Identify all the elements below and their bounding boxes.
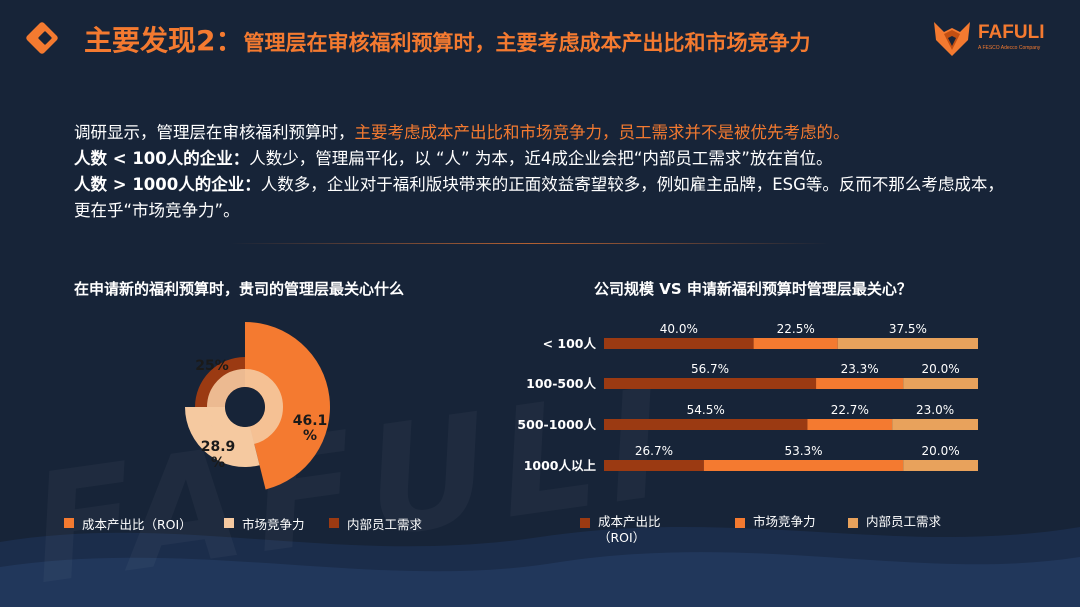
page-title: 主要发现2：管理层在审核福利预算时，主要考虑成本产出比和市场竞争力 (84, 24, 924, 62)
bar-data-label: 56.7% (691, 362, 729, 376)
intro-line-1-highlight: 主要考虑成本产出比和市场竞争力，员工需求并不是被优先考虑的。 (354, 123, 850, 142)
bar-data-label: 54.5% (687, 403, 725, 417)
logo-tagline: A FESCO Adecco Company (978, 45, 1041, 51)
bar-legend-item: 市场竞争力 (735, 514, 816, 530)
legend-label: 内部员工需求 (347, 517, 423, 532)
legend-swatch (735, 518, 745, 528)
bar-data-label: 22.7% (831, 403, 869, 417)
pie-legend-item: 市场竞争力 (224, 514, 305, 533)
title-prefix: 主要发现2： (84, 24, 244, 57)
intro-line-2: 人数 < 100人的企业：人数少，管理扁平化，以 “人” 为本，近4成企业会把“… (74, 146, 1009, 172)
bar-data-label: 40.0% (660, 322, 698, 336)
bar-category-label: < 100人 (543, 336, 597, 351)
bar-segment (753, 338, 838, 349)
bar-segment (903, 378, 978, 389)
bar-segment (604, 378, 817, 389)
stacked-bar-chart: < 100人 40.0% 22.5% 37.5% 100-500人 56.7% 23.3% 2… (517, 322, 978, 473)
fox-logo-icon (934, 22, 970, 56)
bar-chart-title: 公司规模 VS 申请新福利预算时管理层最关心？ (594, 280, 912, 298)
intro-line-1: 调研显示，管理层在审核福利预算时，主要考虑成本产出比和市场竞争力，员工需求并不是… (74, 120, 1009, 146)
intro-line-1-plain: 调研显示，管理层在审核福利预算时， (74, 123, 355, 142)
pie-chart: 46.1%28.9%25% (185, 322, 330, 490)
bar-data-label: 20.0% (922, 362, 960, 376)
legend-label: 成本产出比（ROI） (82, 517, 192, 532)
title-diamond-icon (26, 22, 58, 54)
bar-data-label: 23.3% (841, 362, 879, 376)
bar-segment (604, 338, 754, 349)
pie-center-hole (225, 387, 265, 427)
legend-label: 市场竞争力 (753, 514, 816, 529)
pie-data-label: 28.9 (201, 439, 236, 455)
bar-segment (703, 460, 904, 471)
section-divider (230, 243, 830, 244)
legend-swatch (848, 518, 858, 528)
legend-swatch (224, 518, 234, 528)
bar-segment (837, 338, 978, 349)
bar-legend-item: 成本产出比（ROI） (580, 514, 690, 546)
bar-data-label: 23.0% (916, 403, 954, 417)
bar-legend-item: 内部员工需求 (848, 514, 941, 530)
legend-label: 成本产出比（ROI） (598, 514, 661, 545)
fafuli-logo: FAFULI A FESCO Adecco Company (930, 20, 1060, 60)
title-main: 管理层在审核福利预算时，主要考虑成本产出比和市场竞争力 (243, 31, 811, 55)
bar-category-label: 1000人以上 (524, 458, 597, 473)
intro-line-3: 人数 > 1000人的企业：人数多，企业对于福利版块带来的正面效益寄望较多，例如… (74, 172, 1009, 224)
bar-data-label: 37.5% (889, 322, 927, 336)
pie-data-label-unit: % (211, 455, 225, 471)
bar-segment (604, 460, 704, 471)
intro-line-3-text: 人数多，企业对于福利版块带来的正面效益寄望较多，例如雇主品牌，ESG等。反而不那… (74, 175, 1004, 220)
bar-segment (816, 378, 904, 389)
bar-legend: 成本产出比（ROI） 市场竞争力 内部员工需求 (580, 514, 1000, 554)
legend-swatch (64, 518, 74, 528)
legend-label: 内部员工需求 (866, 514, 942, 529)
bar-data-label: 22.5% (777, 322, 815, 336)
pie-data-label: 46.1 (293, 413, 328, 429)
pie-chart-title: 在申请新的福利预算时，贵司的管理层最关心什么 (74, 280, 405, 298)
pie-legend: 成本产出比（ROI） 市场竞争力 内部员工需求 (64, 514, 484, 536)
intro-paragraph: 调研显示，管理层在审核福利预算时，主要考虑成本产出比和市场竞争力，员工需求并不是… (74, 120, 1009, 224)
intro-line-3-bold: 人数 > 1000人的企业： (74, 175, 261, 194)
intro-line-2-bold: 人数 < 100人的企业： (74, 149, 250, 168)
background-wave (0, 527, 1080, 607)
pie-legend-item: 成本产出比（ROI） (64, 514, 192, 533)
legend-swatch (580, 518, 590, 528)
pie-legend-item: 内部员工需求 (329, 514, 422, 533)
pie-slice (245, 322, 330, 490)
logo-name: FAFULI (978, 22, 1045, 43)
pie-data-label: 25% (195, 358, 229, 374)
intro-line-2-text: 人数少，管理扁平化，以 “人” 为本，近4成企业会把“内部员工需求”放在首位。 (249, 149, 833, 168)
legend-swatch (329, 518, 339, 528)
bar-category-label: 500-1000人 (517, 417, 596, 432)
bar-data-label: 53.3% (784, 444, 822, 458)
bar-segment (892, 419, 978, 430)
bar-segment (903, 460, 978, 471)
bar-data-label: 20.0% (922, 444, 960, 458)
bar-segment (807, 419, 893, 430)
bar-data-label: 26.7% (635, 444, 673, 458)
bar-category-label: 100-500人 (526, 376, 596, 391)
pie-inner-ring (207, 369, 283, 445)
pie-data-label-unit: % (303, 428, 317, 444)
legend-label: 市场竞争力 (242, 517, 305, 532)
bar-segment (604, 419, 808, 430)
